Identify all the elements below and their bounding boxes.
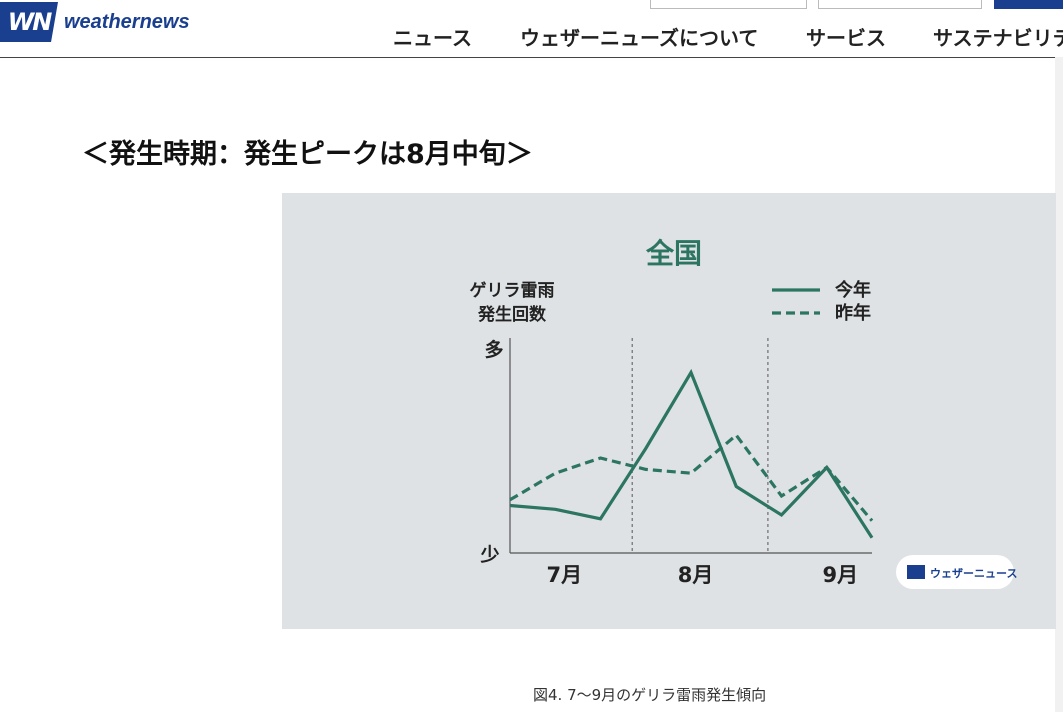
figure-caption: 図4. 7〜9月のゲリラ雷雨発生傾向 — [533, 686, 767, 704]
header-utility-button[interactable] — [994, 0, 1063, 9]
nav-item-sustainability[interactable]: サステナビリテ — [933, 26, 1063, 50]
header-utility-button[interactable] — [650, 0, 807, 9]
nav-item-news[interactable]: ニュース — [393, 26, 472, 50]
section-title: ＜発生時期：発生ピークは8月中旬＞ — [82, 139, 533, 170]
legend-label: 今年 — [835, 279, 871, 301]
logo-mark: WN — [0, 2, 58, 42]
legend-label: 昨年 — [835, 302, 871, 324]
y-tick-label-top: 多 — [484, 338, 503, 361]
y-tick-label-bottom: 少 — [479, 544, 499, 566]
logo-text: weathernews — [64, 10, 190, 33]
site-header: WN weathernews ニュース ウェザーニューズについて サービス サス… — [0, 0, 1063, 58]
site-logo[interactable]: WN weathernews — [0, 0, 190, 44]
y-axis-label: 発生回数 — [477, 304, 547, 325]
global-nav: ニュース ウェザーニューズについて サービス サステナビリテ — [0, 22, 1063, 50]
header-utility-button[interactable] — [818, 0, 982, 9]
chart-title: 全国 — [645, 237, 702, 270]
series-line-1 — [509, 368, 874, 539]
watermark-badge — [896, 555, 1014, 589]
chart-figure: 全国ゲリラ雷雨発生回数多少 7月 8月 9月 今年 昨年ウェザーニュース — [282, 193, 1056, 629]
y-axis-label: ゲリラ雷雨 — [470, 280, 555, 301]
scrollbar[interactable] — [1055, 57, 1063, 712]
x-tick-label: 7月 — [546, 563, 582, 587]
watermark-logo-icon — [907, 565, 925, 579]
x-tick-label: 8月 — [678, 563, 714, 587]
nav-item-services[interactable]: サービス — [806, 26, 886, 50]
x-tick-label: 9月 — [823, 563, 859, 587]
nav-item-about[interactable]: ウェザーニューズについて — [520, 26, 759, 50]
watermark-text: ウェザーニュース — [930, 567, 1017, 580]
